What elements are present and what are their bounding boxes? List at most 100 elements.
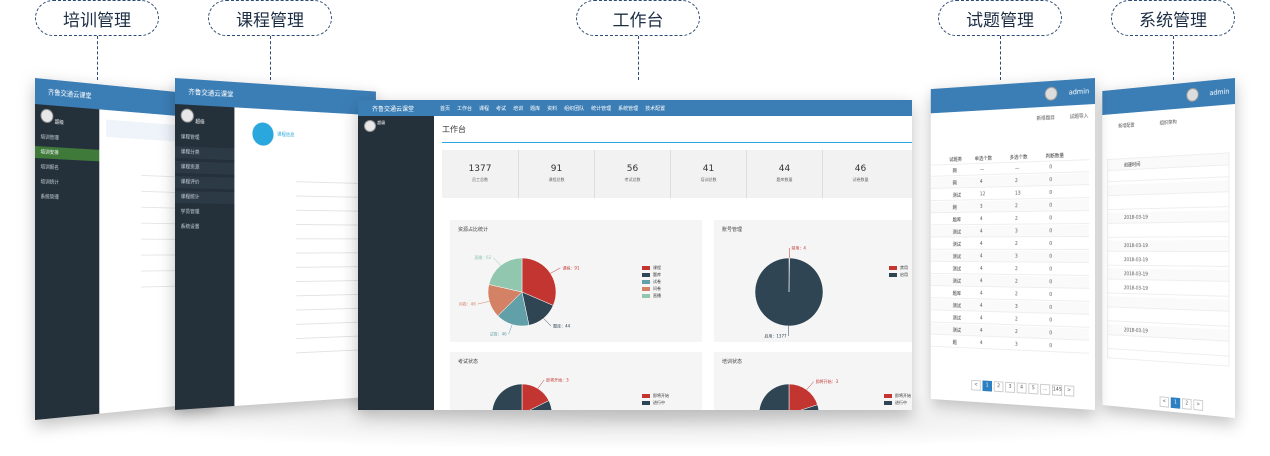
add-config-button[interactable]: 新增配置 — [1118, 122, 1135, 130]
table-row[interactable]: 2018-03-19 — [1107, 268, 1229, 282]
page-button[interactable]: 1 — [1170, 397, 1181, 409]
column-created: 创建时间 — [1123, 161, 1141, 169]
sidebar-item-training[interactable]: 培训管理 — [40, 134, 59, 142]
table-row[interactable]: 测试 4 3 0 — [930, 225, 1090, 238]
table-cell: 题库 — [952, 291, 962, 297]
org-button[interactable]: 组织架构 — [1159, 119, 1177, 127]
table-row[interactable]: 2018-03-19 — [1107, 254, 1229, 267]
stat-cell: 1377 员工总数 — [442, 150, 518, 198]
page-button[interactable]: 3 — [1005, 381, 1015, 393]
nav-item[interactable]: 考试 — [496, 106, 507, 112]
table-row[interactable] — [1107, 225, 1229, 238]
legend-label: 问卷 — [653, 286, 661, 291]
page-button[interactable]: < — [1159, 396, 1170, 408]
table-row[interactable] — [1107, 195, 1229, 211]
page-button[interactable]: > — [1064, 385, 1075, 397]
sidebar-item-course-resource[interactable]: 课程资源 — [175, 161, 235, 175]
legend-item[interactable]: 进行中 — [884, 399, 911, 406]
table-cell: 4 — [979, 278, 983, 285]
nav-item[interactable]: 培训 — [513, 106, 524, 112]
legend-item[interactable]: 进行中 — [642, 399, 669, 406]
stat-value: 44 — [778, 164, 791, 174]
nav-item[interactable]: 首页 — [440, 106, 451, 112]
sidebar-item-system[interactable]: 系统管理 — [40, 194, 59, 201]
avatar — [180, 108, 194, 123]
legend-swatch — [889, 266, 897, 270]
legend-label: 进行中 — [895, 400, 907, 405]
exam-legend: 即将开始 进行中 — [642, 392, 669, 406]
page-button[interactable]: 4 — [1016, 382, 1027, 394]
slice-label: 启用：1377 — [764, 332, 787, 338]
page-button[interactable]: 2 — [993, 381, 1004, 393]
sidebar-item-training-plan[interactable]: 培训安排 — [35, 146, 100, 162]
nav-item[interactable]: 统计管理 — [591, 106, 612, 112]
table-row[interactable]: 题库 4 2 0 — [930, 212, 1090, 226]
table-row[interactable] — [1107, 296, 1229, 312]
sidebar-item-course[interactable]: 课程管理 — [180, 134, 200, 142]
add-question-button[interactable]: 新增题目 — [1036, 115, 1055, 122]
sidebar-item-training-stats[interactable]: 培训统计 — [40, 179, 59, 186]
legend-item[interactable]: 启用 — [889, 271, 908, 278]
table-cell: 0 — [1049, 317, 1053, 324]
nav-item[interactable]: 题库 — [530, 106, 541, 112]
nav-item[interactable]: 课程 — [479, 106, 490, 112]
table-row[interactable]: 测试 4 2 0 — [930, 238, 1090, 250]
slice-label: 直播：62 — [474, 254, 492, 260]
table-row[interactable]: 测试 4 2 0 — [930, 262, 1090, 276]
column-type: 试题类 — [949, 156, 962, 164]
legend-item[interactable]: 即将开始 — [642, 392, 669, 399]
sidebar-item-course-stats[interactable]: 课程统计 — [175, 191, 235, 204]
label-system: 系统管理 — [1111, 0, 1235, 36]
import-question-button[interactable]: 试题导入 — [1069, 113, 1089, 121]
legend-item[interactable]: 试卷 — [642, 278, 661, 285]
avatar — [364, 120, 376, 132]
legend-item[interactable]: 题库 — [642, 271, 661, 278]
page-button[interactable]: > — [1193, 399, 1204, 411]
table-cell: 2018-03-19 — [1123, 327, 1148, 335]
table-row[interactable]: 2018-03-19 — [1107, 210, 1229, 224]
legend-item[interactable]: 问卷 — [642, 285, 661, 292]
table-cell: 3 — [1014, 341, 1018, 348]
questions-content: 新增题目 试题导入 试题类 单选个数 多选个数 判断数量 网 — —0 网 4 2 0 测试 1… — [930, 104, 1095, 410]
pie-slice — [788, 383, 818, 410]
connector-training — [97, 36, 98, 80]
page-button[interactable]: 145 — [1052, 384, 1063, 396]
table-cell: 2 — [1014, 241, 1018, 247]
table-cell: 0 — [1049, 241, 1053, 247]
legend-item[interactable]: 禁用 — [889, 264, 908, 271]
table-cell: 题 — [952, 340, 957, 346]
sidebar-item-course-category[interactable]: 课程分类 — [175, 146, 235, 161]
legend-item[interactable]: 课程 — [642, 264, 661, 271]
table-row[interactable]: 网 3 2 0 — [930, 199, 1090, 214]
course-tab[interactable] — [252, 121, 274, 147]
nav-item[interactable]: 技术配置 — [645, 106, 666, 112]
sidebar-item-students[interactable]: 学员管理 — [180, 209, 200, 216]
table-row[interactable] — [1107, 180, 1229, 197]
page-button[interactable]: < — [971, 379, 981, 391]
nav-item[interactable]: 工作台 — [457, 106, 473, 112]
nav-item[interactable]: 组织团队 — [564, 106, 585, 112]
legend-item[interactable]: 即将开始 — [884, 392, 911, 399]
table-cell: 2 — [1014, 316, 1018, 323]
legend-swatch — [884, 394, 892, 398]
sidebar-item-course-review[interactable]: 课程评价 — [175, 176, 235, 190]
legend-item[interactable]: 直播 — [642, 292, 661, 299]
table-cell: 2 — [1014, 329, 1018, 336]
sidebar-item-settings[interactable]: 系统设置 — [180, 224, 200, 231]
table-cell: 13 — [1014, 190, 1021, 197]
page-button[interactable]: 2 — [1181, 398, 1192, 410]
table-row[interactable]: 2018-03-19 — [1107, 240, 1229, 252]
table-cell: 测试 — [952, 192, 962, 199]
sidebar-item-training-signup[interactable]: 培训报名 — [40, 164, 59, 172]
table-row[interactable]: 测试 4 3 0 — [930, 250, 1090, 263]
page-button[interactable]: ... — [1040, 383, 1051, 396]
page-button[interactable]: 5 — [1028, 383, 1039, 395]
nav-item[interactable]: 资料 — [547, 106, 558, 112]
slice-label: 禁用：4 — [791, 246, 806, 251]
nav-item[interactable]: 系统管理 — [618, 106, 639, 112]
page-button[interactable]: 1 — [982, 380, 993, 392]
table-row[interactable]: 2018-03-19 — [1107, 282, 1229, 297]
training-user: 超级 — [54, 119, 64, 127]
panel-title: 资源占比统计 — [458, 227, 489, 233]
